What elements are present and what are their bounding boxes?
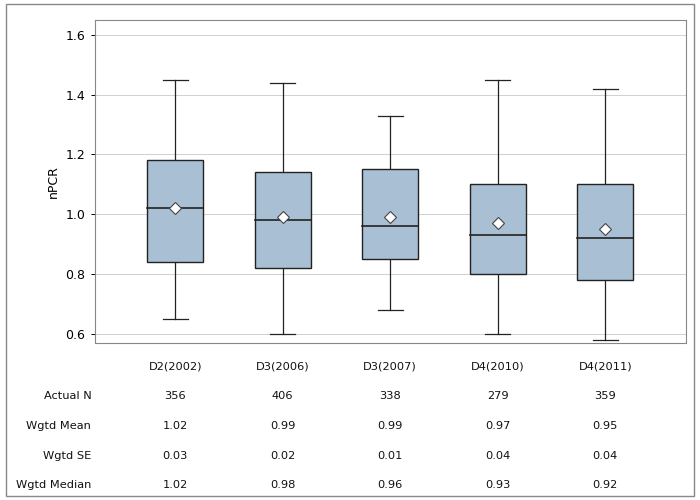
Bar xyxy=(255,172,311,268)
Text: 0.92: 0.92 xyxy=(593,480,618,490)
Bar xyxy=(578,184,634,280)
Text: 0.99: 0.99 xyxy=(377,421,403,431)
Text: 0.95: 0.95 xyxy=(593,421,618,431)
Bar xyxy=(363,170,418,259)
Text: D3(2007): D3(2007) xyxy=(363,362,417,372)
Text: D4(2010): D4(2010) xyxy=(471,362,524,372)
Text: 279: 279 xyxy=(487,392,509,402)
Bar xyxy=(147,160,203,262)
Text: 406: 406 xyxy=(272,392,293,402)
Text: 0.02: 0.02 xyxy=(270,451,295,461)
Text: 356: 356 xyxy=(164,392,186,402)
Text: 1.02: 1.02 xyxy=(162,480,188,490)
Text: D3(2006): D3(2006) xyxy=(256,362,309,372)
Text: 1.02: 1.02 xyxy=(162,421,188,431)
Text: 0.93: 0.93 xyxy=(485,480,510,490)
Text: Wgtd SE: Wgtd SE xyxy=(43,451,91,461)
Text: 0.04: 0.04 xyxy=(593,451,618,461)
Text: Actual N: Actual N xyxy=(43,392,91,402)
Text: 338: 338 xyxy=(379,392,401,402)
Text: 0.97: 0.97 xyxy=(485,421,510,431)
Text: 0.03: 0.03 xyxy=(162,451,188,461)
Text: 0.96: 0.96 xyxy=(377,480,403,490)
Text: 359: 359 xyxy=(594,392,616,402)
Text: 0.04: 0.04 xyxy=(485,451,510,461)
Text: 0.98: 0.98 xyxy=(270,480,295,490)
Text: D2(2002): D2(2002) xyxy=(148,362,202,372)
Bar xyxy=(470,184,526,274)
Text: Wgtd Median: Wgtd Median xyxy=(16,480,91,490)
Text: 0.01: 0.01 xyxy=(377,451,403,461)
Text: Wgtd Mean: Wgtd Mean xyxy=(27,421,91,431)
Text: 0.99: 0.99 xyxy=(270,421,295,431)
Text: D4(2011): D4(2011) xyxy=(578,362,632,372)
Y-axis label: nPCR: nPCR xyxy=(47,165,60,198)
